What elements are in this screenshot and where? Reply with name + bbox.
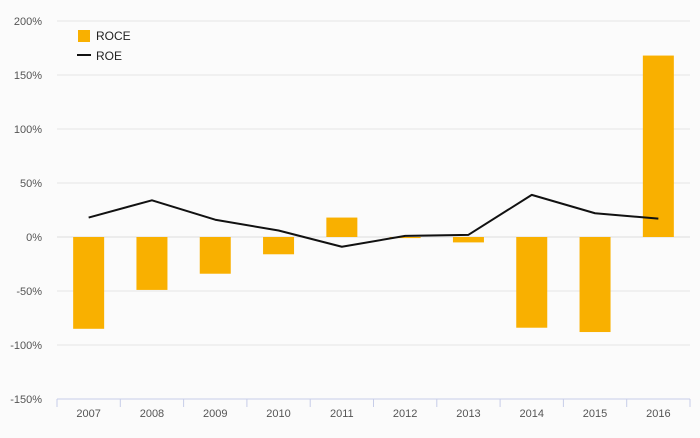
x-tick-label: 2011 — [330, 408, 354, 420]
y-tick-label: 0% — [26, 232, 42, 244]
roe-line-layer — [88, 193, 659, 248]
y-axis-tick-labels: -150% -100% -50% 0% 50% 100% 150% 200% — [10, 16, 42, 406]
roce-bar — [516, 237, 548, 328]
y-tick-label: 200% — [14, 16, 42, 28]
legend: ROCE ROE — [77, 29, 131, 63]
roce-bars — [73, 55, 674, 333]
roce-bar — [326, 217, 358, 237]
roce-bar — [389, 237, 421, 239]
roce-bar — [199, 237, 231, 274]
roce-bar — [73, 237, 105, 329]
x-tick-label: 2015 — [583, 408, 607, 420]
roce-bar — [579, 237, 611, 333]
x-tick-label: 2012 — [393, 408, 417, 420]
gridlines — [57, 20, 690, 400]
x-tick-label: 2008 — [140, 408, 164, 420]
x-tick-label: 2010 — [266, 408, 290, 420]
y-tick-label: 150% — [14, 70, 42, 82]
x-tick-label: 2016 — [646, 408, 670, 420]
roce-bar — [263, 237, 295, 255]
roce-bar — [452, 237, 484, 243]
y-tick-label: -50% — [16, 286, 42, 298]
x-axis: 2007 2008 2009 2010 2011 2012 2013 2014 2015 2016 — [56, 398, 691, 420]
y-tick-label: 100% — [14, 124, 42, 136]
legend-roce-swatch — [78, 30, 90, 42]
x-tick-label: 2013 — [456, 408, 480, 420]
roe-line — [88, 193, 659, 248]
y-tick-label: 50% — [20, 178, 42, 190]
roce-bar — [642, 55, 674, 238]
x-tick-label: 2009 — [203, 408, 227, 420]
legend-roe-label: ROE — [96, 49, 122, 63]
roce-bar — [136, 237, 168, 290]
y-tick-label: -100% — [10, 340, 42, 352]
legend-roce-label: ROCE — [96, 29, 131, 43]
x-tick-label: 2014 — [520, 408, 544, 420]
y-tick-label: -150% — [10, 394, 42, 406]
x-tick-label: 2007 — [76, 408, 100, 420]
